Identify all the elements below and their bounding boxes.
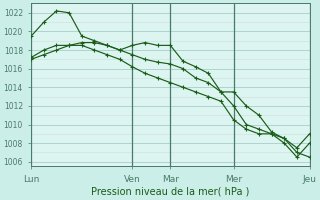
X-axis label: Pression niveau de la mer( hPa ): Pression niveau de la mer( hPa ) <box>91 187 250 197</box>
